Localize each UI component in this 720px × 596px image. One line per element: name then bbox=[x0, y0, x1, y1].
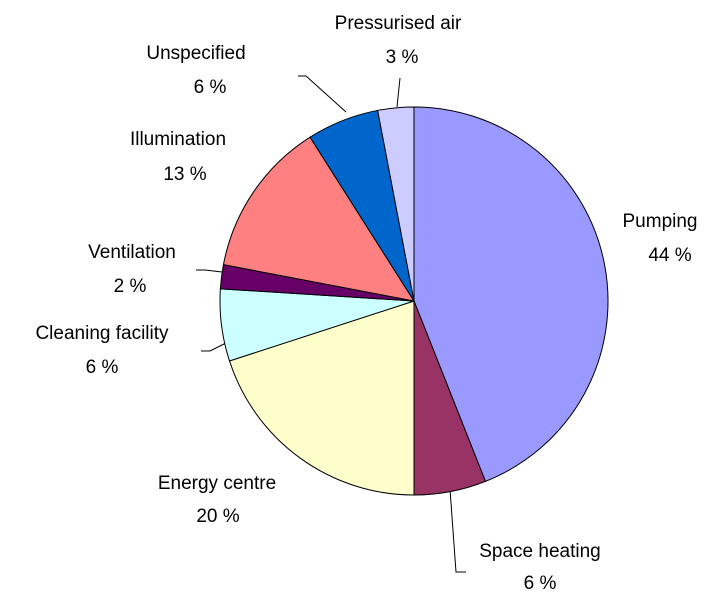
pie-slice bbox=[222, 136, 416, 302]
value-label: 2 % bbox=[114, 276, 147, 297]
leader-line bbox=[298, 75, 347, 113]
leader-line bbox=[196, 269, 223, 273]
slice-label: Ventilation bbox=[88, 242, 176, 263]
leader-line bbox=[449, 488, 466, 573]
value-label: 20 % bbox=[196, 506, 239, 527]
value-label: 6 % bbox=[194, 77, 227, 98]
value-label: 3 % bbox=[386, 47, 419, 68]
slice-label: Pumping bbox=[623, 211, 698, 232]
value-label: 6 % bbox=[86, 357, 119, 378]
slice-label: Space heating bbox=[479, 541, 601, 562]
slice-label: Energy centre bbox=[158, 473, 276, 494]
leader-line bbox=[396, 77, 401, 108]
slice-label: Unspecified bbox=[146, 43, 245, 64]
slice-label: Pressurised air bbox=[335, 13, 462, 34]
value-label: 13 % bbox=[163, 164, 206, 185]
slice-label: Cleaning facility bbox=[35, 323, 169, 344]
pie-slice bbox=[413, 106, 609, 483]
value-label: 6 % bbox=[524, 573, 557, 594]
leader-line bbox=[201, 340, 231, 352]
pie-slice bbox=[377, 106, 415, 302]
value-label: 44 % bbox=[648, 245, 691, 266]
pie-slice bbox=[228, 300, 415, 496]
slice-label: Illumination bbox=[130, 129, 226, 150]
